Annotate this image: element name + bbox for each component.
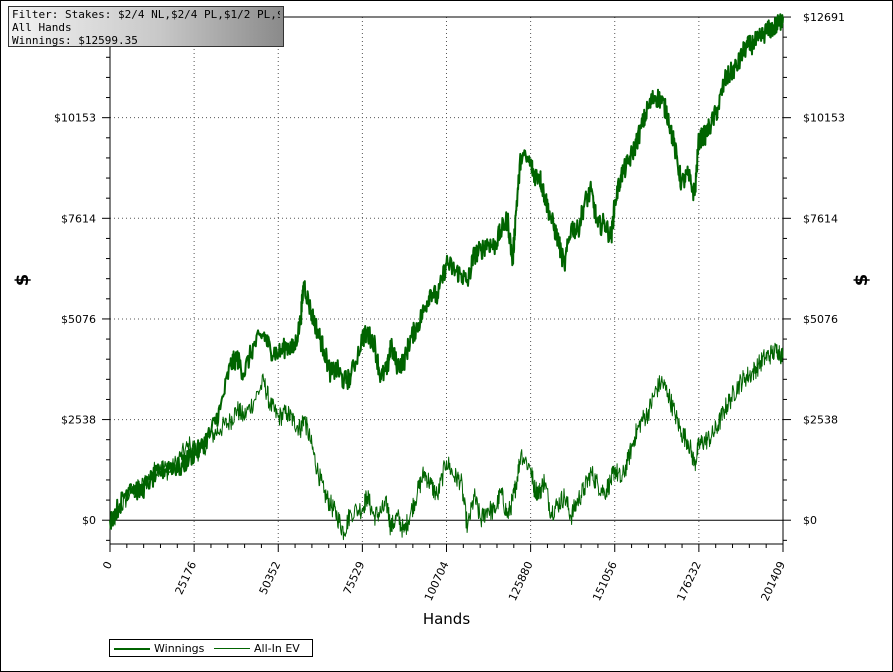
filter-info-box: Filter: Stakes: $2/4 NL,$2/4 PL,$1/2 PL,… [8, 6, 284, 47]
x-tick-label: 100704 [422, 559, 452, 603]
tick-labels: $0 $0 $2538 $2538 $5076 $5076 $7614 $7614 $10153… [54, 11, 845, 603]
y-tick-label-right: $7614 [803, 212, 838, 225]
legend-label-winnings: Winnings [154, 642, 205, 655]
y-tick-label-left: $10153 [54, 112, 96, 125]
y-tick-label-right: $0 [803, 514, 817, 527]
x-tick-label: 50352 [257, 559, 284, 596]
x-tick-label: 125880 [506, 559, 536, 603]
chart-legend: Winnings All-In EV [109, 639, 313, 657]
legend-item-winnings: Winnings [114, 642, 204, 655]
filter-hands-text: All Hands [12, 21, 72, 34]
y-tick-label-left: $5076 [61, 313, 96, 326]
x-tick-label: 201409 [758, 559, 788, 603]
x-tick-label: 0 [100, 559, 115, 571]
grid-lines [110, 17, 783, 544]
legend-swatch-allin-ev [214, 648, 250, 649]
legend-item-allin-ev: All-In EV [214, 642, 300, 655]
y-tick-label-right: $2538 [803, 414, 838, 427]
axes [102, 16, 791, 552]
x-tick-label: 176232 [674, 559, 704, 603]
y-tick-label-left: $7614 [61, 212, 96, 225]
x-axis-title: Hands [423, 610, 470, 628]
y-tick-label-left: $2538 [61, 414, 96, 427]
y-axis-title-right: $ [851, 274, 872, 287]
y-axis-title-left: $ [12, 274, 33, 287]
series-line-winnings [109, 13, 784, 530]
y-tick-label-right: $12691 [803, 11, 845, 24]
series-lines [109, 13, 784, 541]
legend-swatch-winnings [114, 647, 150, 650]
legend-label-allin-ev: All-In EV [254, 642, 300, 655]
filter-stakes-text: Filter: Stakes: $2/4 NL,$2/4 PL,$1/2 PL,… [12, 8, 280, 21]
x-tick-label: 151056 [590, 559, 620, 603]
y-tick-label-left: $0 [82, 514, 96, 527]
y-tick-label-right: $10153 [803, 112, 845, 125]
filter-winnings-text: Winnings: $12599.35 [12, 34, 138, 47]
x-tick-label: 75529 [341, 559, 368, 596]
x-tick-label: 25176 [173, 559, 200, 596]
y-tick-label-right: $5076 [803, 313, 838, 326]
series-line-allin-ev [109, 342, 784, 541]
